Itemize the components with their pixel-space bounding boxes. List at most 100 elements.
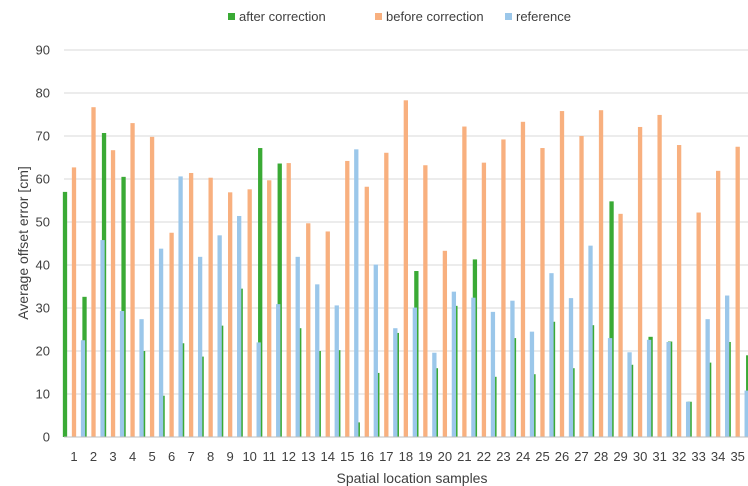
y-tick-label: 80 bbox=[36, 86, 50, 101]
bar-reference bbox=[217, 235, 222, 437]
bar-before-correction bbox=[735, 146, 740, 437]
bar-before-correction bbox=[247, 189, 252, 437]
bar-reference bbox=[256, 342, 261, 437]
bar-before-correction bbox=[267, 180, 272, 438]
legend: after correction before correction referen… bbox=[228, 9, 571, 24]
bar-before-correction bbox=[130, 123, 135, 437]
bar-before-correction bbox=[306, 223, 311, 437]
x-tick-label: 17 bbox=[379, 449, 393, 464]
bar-reference bbox=[744, 390, 748, 437]
bar-before-correction bbox=[657, 114, 662, 438]
bar-before-correction bbox=[462, 126, 467, 437]
bar-before-correction bbox=[501, 139, 506, 437]
bars bbox=[62, 100, 748, 438]
x-tick-label: 6 bbox=[168, 449, 175, 464]
y-tick-label: 20 bbox=[36, 344, 50, 359]
bar-before-correction bbox=[520, 121, 526, 437]
x-tick-label: 31 bbox=[652, 449, 666, 464]
x-tick-label: 12 bbox=[281, 449, 295, 464]
bar-reference bbox=[451, 291, 457, 437]
bar-after-correction bbox=[609, 201, 614, 437]
bar-before-correction bbox=[149, 136, 155, 438]
bar-reference bbox=[178, 176, 183, 438]
x-tick-label: 21 bbox=[457, 449, 471, 464]
y-tick-label: 70 bbox=[36, 129, 50, 144]
bar-reference bbox=[393, 328, 398, 437]
bar-before-correction bbox=[345, 160, 350, 437]
x-tick-label: 13 bbox=[301, 449, 315, 464]
bar-reference bbox=[490, 311, 496, 437]
bar-before-correction bbox=[598, 110, 604, 437]
bar-before-correction bbox=[91, 107, 96, 437]
bar-before-correction bbox=[208, 177, 213, 437]
y-tick-label: 0 bbox=[43, 430, 50, 445]
legend-swatch bbox=[228, 13, 235, 20]
bar-reference bbox=[568, 298, 574, 437]
bar-reference bbox=[666, 341, 671, 437]
x-tick-label: 30 bbox=[633, 449, 647, 464]
legend-swatch bbox=[505, 13, 512, 20]
bar-reference bbox=[510, 300, 515, 437]
y-tick-label: 40 bbox=[36, 258, 50, 273]
bar-before-correction bbox=[481, 162, 487, 437]
bar-reference bbox=[646, 339, 652, 437]
x-tick-label: 22 bbox=[477, 449, 491, 464]
bar-reference bbox=[529, 331, 535, 437]
y-tick-label: 10 bbox=[36, 387, 50, 402]
bar-reference bbox=[705, 319, 710, 437]
bar-before-correction bbox=[696, 212, 701, 437]
bar-reference bbox=[725, 295, 730, 437]
y-tick-label: 30 bbox=[36, 301, 50, 316]
bar-reference bbox=[158, 248, 164, 437]
x-tick-label: 11 bbox=[262, 449, 276, 464]
bar-reference bbox=[471, 297, 476, 437]
x-tick-label: 15 bbox=[340, 449, 354, 464]
bar-reference bbox=[276, 304, 281, 437]
x-tick-label: 33 bbox=[691, 449, 705, 464]
x-tick-label: 27 bbox=[574, 449, 588, 464]
bar-reference bbox=[334, 305, 339, 437]
x-tick-label: 29 bbox=[613, 449, 627, 464]
bar-before-correction bbox=[169, 232, 174, 437]
bar-before-correction bbox=[442, 250, 448, 437]
bar-before-correction bbox=[364, 186, 369, 437]
y-tick-label: 50 bbox=[36, 215, 50, 230]
bar-before-correction bbox=[676, 145, 682, 437]
bar-reference bbox=[295, 256, 300, 437]
x-tick-label: 20 bbox=[438, 449, 452, 464]
x-tick-label: 2 bbox=[90, 449, 97, 464]
bar-before-correction bbox=[559, 111, 565, 437]
bar-after-correction bbox=[277, 163, 282, 437]
bar-before-correction bbox=[423, 165, 428, 438]
bar-before-correction bbox=[403, 100, 408, 437]
bar-before-correction bbox=[325, 231, 330, 437]
x-tick-label: 9 bbox=[227, 449, 234, 464]
bar-reference bbox=[412, 307, 417, 437]
x-tick-label: 25 bbox=[535, 449, 549, 464]
bar-reference bbox=[354, 149, 359, 437]
bar-before-correction bbox=[384, 152, 389, 437]
bar-before-correction bbox=[110, 150, 116, 437]
bar-reference bbox=[80, 340, 86, 437]
bar-reference bbox=[685, 401, 691, 437]
bar-after-correction bbox=[62, 191, 68, 437]
x-tick-label: 7 bbox=[188, 449, 195, 464]
bar-reference bbox=[588, 245, 593, 437]
bar-reference bbox=[100, 240, 105, 437]
bar-reference bbox=[237, 215, 242, 437]
x-tick-label: 24 bbox=[516, 449, 530, 464]
x-axis-ticks: 1 2 3 4 5 6 7 8 9 10 11 12 13 14 15 16 17 18 19 20 21 22 23 24 2… bbox=[70, 449, 745, 464]
bar-reference bbox=[119, 311, 125, 437]
x-tick-label: 19 bbox=[418, 449, 432, 464]
bar-before-correction bbox=[637, 126, 643, 437]
x-tick-label: 1 bbox=[70, 449, 77, 464]
y-tick-label: 60 bbox=[36, 172, 50, 187]
y-axis-ticks: 0 10 20 30 40 50 60 70 80 90 bbox=[36, 43, 50, 445]
x-tick-label: 32 bbox=[672, 449, 686, 464]
bar-before-correction bbox=[286, 163, 291, 437]
bar-before-correction bbox=[618, 213, 623, 437]
bar-after-correction bbox=[121, 176, 126, 437]
bar-reference bbox=[139, 319, 144, 437]
legend-label: reference bbox=[516, 9, 571, 24]
x-tick-label: 35 bbox=[730, 449, 744, 464]
